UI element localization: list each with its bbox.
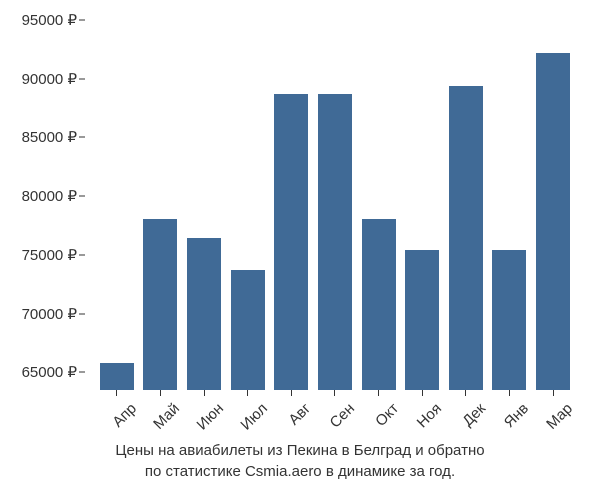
x-tick-label: Сен (322, 400, 358, 436)
y-tick-mark (79, 137, 85, 138)
x-tick-label: Апр (104, 400, 140, 436)
chart-plot-area (90, 20, 580, 390)
y-tick-mark (79, 196, 85, 197)
bar (274, 94, 308, 390)
y-tick-label: 80000 ₽ (22, 187, 77, 205)
y-tick-label: 70000 ₽ (22, 305, 77, 323)
x-labels: АпрМайИюнИюлАвгСенОктНояДекЯнвМар (90, 392, 580, 409)
bar (100, 363, 134, 390)
caption-line-1: Цены на авиабилеты из Пекина в Белград и… (0, 440, 600, 461)
x-tick-label: Июл (235, 400, 271, 436)
y-tick-label: 95000 ₽ (22, 11, 77, 29)
y-tick-label: 85000 ₽ (22, 128, 77, 146)
y-tick-mark (79, 20, 85, 21)
bars-container (90, 20, 580, 390)
x-axis: АпрМайИюнИюлАвгСенОктНояДекЯнвМар (90, 392, 580, 442)
x-tick-label: Июн (191, 400, 227, 436)
x-tick-label: Дек (453, 400, 489, 436)
y-tick-mark (79, 372, 85, 373)
y-tick-label: 75000 ₽ (22, 246, 77, 264)
y-tick-mark (79, 78, 85, 79)
bar (187, 238, 221, 390)
y-axis: 65000 ₽ 70000 ₽ 75000 ₽ 80000 ₽ 85000 ₽ 90000… (0, 20, 85, 390)
caption-line-2: по статистике Csmia.aero в динамике за г… (0, 461, 600, 482)
bar (231, 270, 265, 390)
x-tick-label: Янв (496, 400, 532, 436)
y-tick-mark (79, 313, 85, 314)
chart-caption: Цены на авиабилеты из Пекина в Белград и… (0, 440, 600, 482)
bar (318, 94, 352, 390)
x-tick-label: Ноя (409, 400, 445, 436)
x-tick-label: Авг (278, 400, 314, 436)
y-tick-mark (79, 254, 85, 255)
bar (405, 250, 439, 390)
bar (449, 86, 483, 390)
bar (492, 250, 526, 390)
x-tick-label: Мар (540, 400, 576, 436)
y-tick-label: 65000 ₽ (22, 363, 77, 381)
x-tick-label: Май (147, 400, 183, 436)
y-tick-label: 90000 ₽ (22, 70, 77, 88)
x-tick-label: Окт (366, 400, 402, 436)
bar (362, 219, 396, 390)
bar (143, 219, 177, 390)
bar (536, 53, 570, 390)
